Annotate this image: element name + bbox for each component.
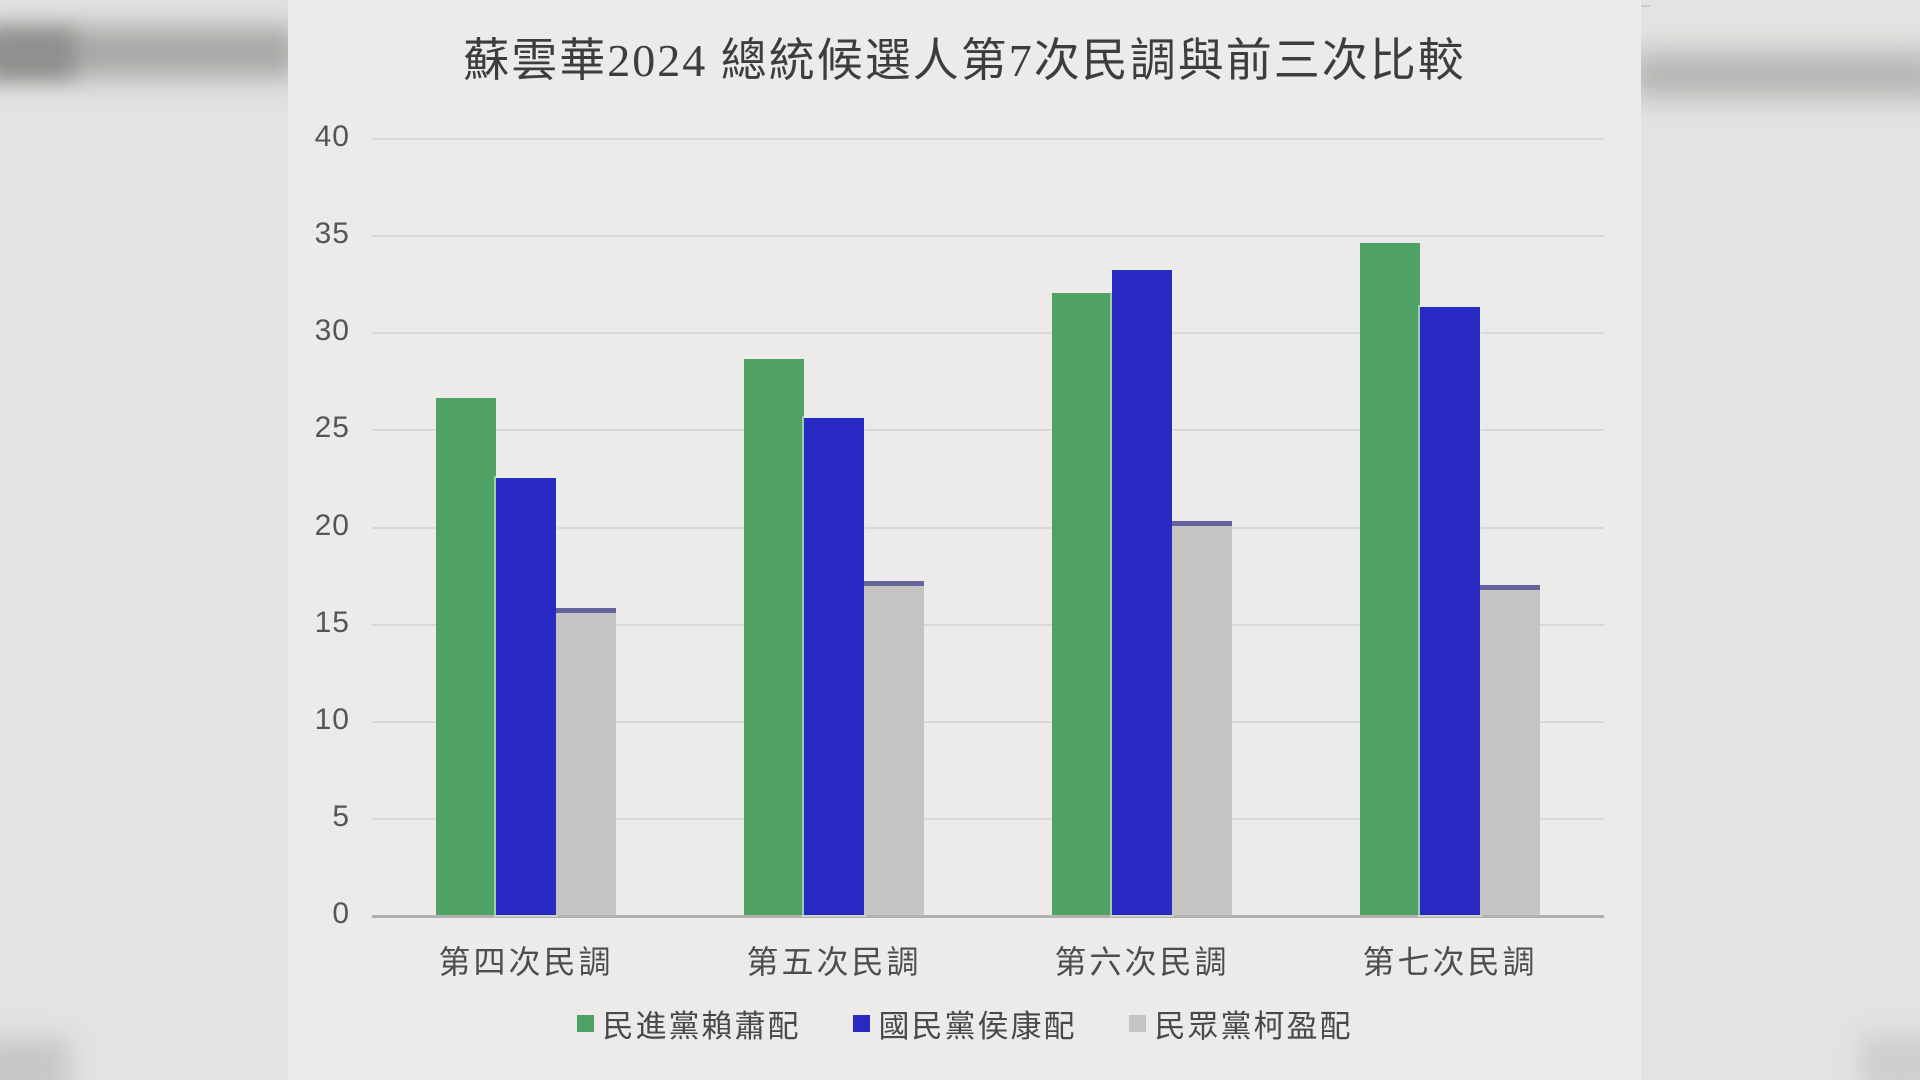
x-axis-category-label: 第六次民調: [1054, 944, 1230, 980]
chart-legend: 民進黨賴蕭配 國民黨侯康配 民眾黨柯盈配: [288, 1001, 1641, 1046]
gridline-y40: [372, 138, 1604, 140]
y-axis-tick-label: 5: [332, 799, 350, 833]
legend-label: 國民黨侯康配: [878, 1009, 1077, 1044]
bar-第四次民調-民眾黨柯盈配: [556, 608, 616, 915]
y-axis-tick-label: 0: [332, 897, 350, 930]
gridline-y10: [372, 720, 1604, 723]
bar-第五次民調-民進黨賴蕭配: [744, 359, 804, 915]
blurred-band-top-right: [1630, 52, 1920, 98]
chart-panel: 蘇雲華2024 總統候選人第7次民調與前三次比較 0 5 10 15 20 25 30 35 4…: [288, 0, 1641, 1080]
gridline-y30: [372, 332, 1604, 335]
bar-第五次民調-民眾黨柯盈配: [864, 580, 924, 915]
bar-第六次民調-民進黨賴蕭配: [1052, 293, 1112, 915]
bar-第六次民調-民眾黨柯盈配: [1172, 520, 1232, 915]
legend-label: 民進黨賴蕭配: [602, 1009, 801, 1044]
x-axis-category-label: 第五次民調: [746, 944, 922, 980]
blurred-blob-bottom-left: [0, 1038, 70, 1080]
legend-item: 民進黨賴蕭配: [576, 1001, 801, 1046]
bar-第七次民調-民進黨賴蕭配: [1360, 242, 1420, 915]
gridline-y15: [372, 623, 1604, 626]
chart-title: 蘇雲華2024 總統候選人第7次民調與前三次比較: [463, 35, 1466, 86]
legend-swatch-icon: [576, 1015, 594, 1032]
y-axis-tick-label: 25: [314, 411, 350, 445]
gridline-y5: [372, 817, 1604, 820]
bar-第七次民調-國民黨侯康配: [1420, 307, 1480, 915]
gridline-y25: [372, 429, 1604, 432]
gridline-y35: [372, 235, 1604, 238]
bar-第四次民調-國民黨侯康配: [496, 477, 556, 915]
gridline-y20: [372, 526, 1604, 529]
legend-swatch-icon: [852, 1015, 870, 1032]
bar-第四次民調-民進黨賴蕭配: [436, 398, 496, 915]
blurred-blob-bottom-right: [1860, 1035, 1920, 1080]
legend-label: 民眾黨柯盈配: [1154, 1009, 1353, 1044]
bar-第六次民調-國民黨侯康配: [1112, 270, 1172, 915]
legend-item: 民眾黨柯盈配: [1128, 1001, 1353, 1046]
y-axis-tick-label: 35: [314, 217, 350, 251]
x-axis-category-label: 第四次民調: [438, 944, 614, 980]
legend-swatch-icon: [1128, 1015, 1146, 1032]
y-axis-tick-label: 40: [314, 120, 350, 153]
y-axis-tick-label: 15: [314, 605, 350, 639]
blurred-blob-top-left: [0, 30, 75, 78]
legend-item: 國民黨侯康配: [852, 1001, 1077, 1046]
bar-第五次民調-國民黨侯康配: [804, 417, 864, 915]
gridline-y0: [372, 915, 1604, 918]
bar-第七次民調-民眾黨柯盈配: [1480, 584, 1540, 915]
x-axis-category-label: 第七次民調: [1362, 944, 1538, 980]
y-axis-tick-label: 20: [314, 508, 350, 542]
y-axis-tick-label: 10: [314, 702, 350, 736]
y-axis-tick-label: 30: [314, 314, 350, 348]
